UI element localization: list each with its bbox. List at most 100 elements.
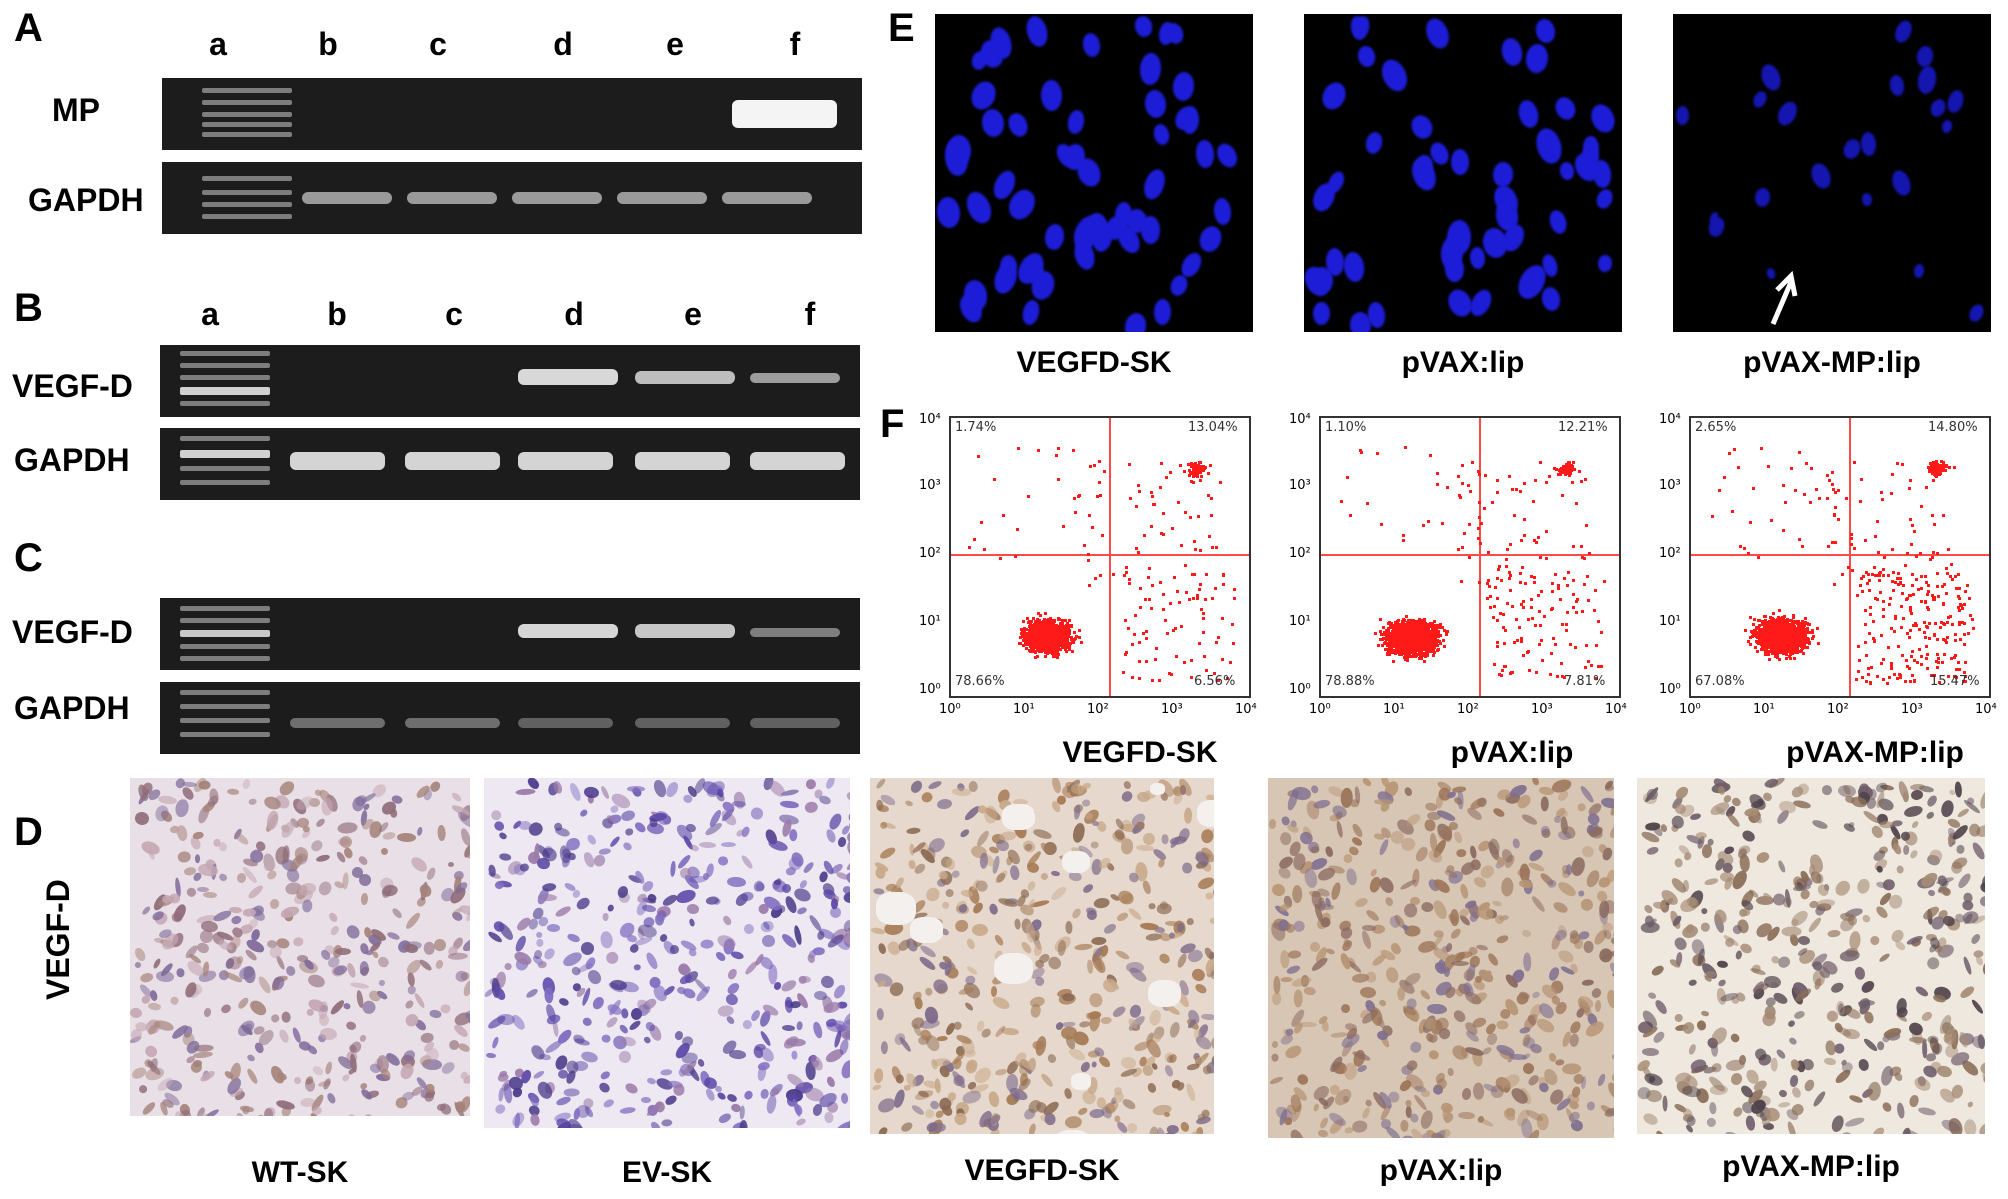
event-dot [1402,534,1406,538]
event-dot [1149,607,1153,611]
event-dot [1522,599,1526,603]
event-dot [1387,620,1391,624]
event-dot [1406,657,1410,661]
event-dot [1556,584,1560,588]
lane-label: f [804,296,816,332]
event-dot [1522,482,1526,486]
event-dot [1398,645,1402,649]
quadrant-line-horizontal [1691,554,1989,557]
event-dot [1396,649,1399,653]
event-dot [1488,606,1492,610]
event-dot [1457,474,1461,478]
event-dot [1395,638,1399,642]
event-dot [1037,632,1041,636]
row-label-mp: MP [52,92,100,128]
event-dot [1112,573,1116,577]
event-dot [1159,531,1163,535]
event-dot [1048,617,1052,621]
event-dot [1497,564,1501,568]
event-dot [1417,626,1421,630]
event-dot [1137,550,1141,554]
event-dot [1047,617,1051,621]
event-dot [1505,602,1509,606]
event-dot [1147,575,1151,579]
event-dot [1811,636,1815,640]
event-dot [1069,624,1073,628]
event-dot [1479,522,1483,526]
event-dot [1555,467,1559,471]
event-dot [1177,600,1181,604]
event-dot [1230,623,1234,627]
event-dot [1033,633,1037,637]
event-dot [1569,470,1573,474]
event-dot [1067,647,1071,651]
event-dot [1412,651,1416,655]
event-dot [1460,545,1464,549]
event-dot [1411,622,1415,626]
event-dot [1137,659,1141,663]
event-dot [1418,631,1422,635]
event-dot [1055,650,1059,654]
event-dot [1446,486,1450,490]
event-dot [1554,642,1558,646]
event-dot [1394,636,1398,640]
event-dot [1541,658,1545,662]
event-dot [1053,646,1057,650]
event-dot [1410,625,1414,629]
event-dot [1179,463,1183,467]
event-dot [1232,641,1236,645]
event-dot [1049,625,1053,629]
event-dot [1037,627,1041,631]
event-dot [1041,647,1045,651]
event-dot [1567,470,1571,474]
event-dot [1583,477,1587,481]
panel-c: VEGF-D GAPDH [0,590,880,760]
event-dot [1511,604,1515,608]
event-dot [1427,629,1431,633]
event-dot [1221,616,1225,620]
event-dot [972,538,976,542]
event-dot [1390,629,1394,633]
event-dot [1029,642,1033,646]
event-dot [1508,671,1512,675]
event-dot [1028,645,1032,649]
row-label-vegfd: VEGF-D [12,614,133,650]
event-dot [1031,617,1035,621]
event-dot [1034,626,1038,630]
event-dot [1052,639,1056,643]
event-dot [1504,665,1508,669]
event-dot [1079,641,1083,645]
event-dot [1585,644,1589,648]
event-dot [1457,547,1461,551]
event-dot [1402,646,1406,650]
event-dot [1560,675,1564,679]
event-dot [1424,635,1428,639]
event-dot [1385,642,1389,646]
event-dot [1419,626,1423,630]
event-dot [1052,636,1056,640]
event-dot [1408,619,1412,623]
event-dot [1753,645,1757,649]
event-dot [1391,659,1395,663]
event-dot [1194,465,1198,469]
nucleus [1122,311,1148,332]
event-dot [1045,630,1049,634]
event-dot [1528,668,1532,672]
event-dot [1228,660,1232,664]
event-dot [1201,464,1205,468]
event-dot [1170,527,1174,531]
event-dot [1048,619,1052,623]
event-dot [1196,596,1200,600]
event-dot [1151,502,1155,506]
event-dot [1499,674,1503,678]
row-label-gapdh: GAPDH [14,442,130,478]
event-dot [1046,641,1050,645]
event-dot [1073,636,1077,640]
event-dot [1087,558,1091,562]
event-dot [1039,647,1043,651]
y-tick: 10¹ [1289,614,1311,629]
event-dot [1214,587,1218,591]
event-dot [1581,556,1585,560]
event-dot [1187,473,1191,477]
event-dot [1064,635,1068,639]
